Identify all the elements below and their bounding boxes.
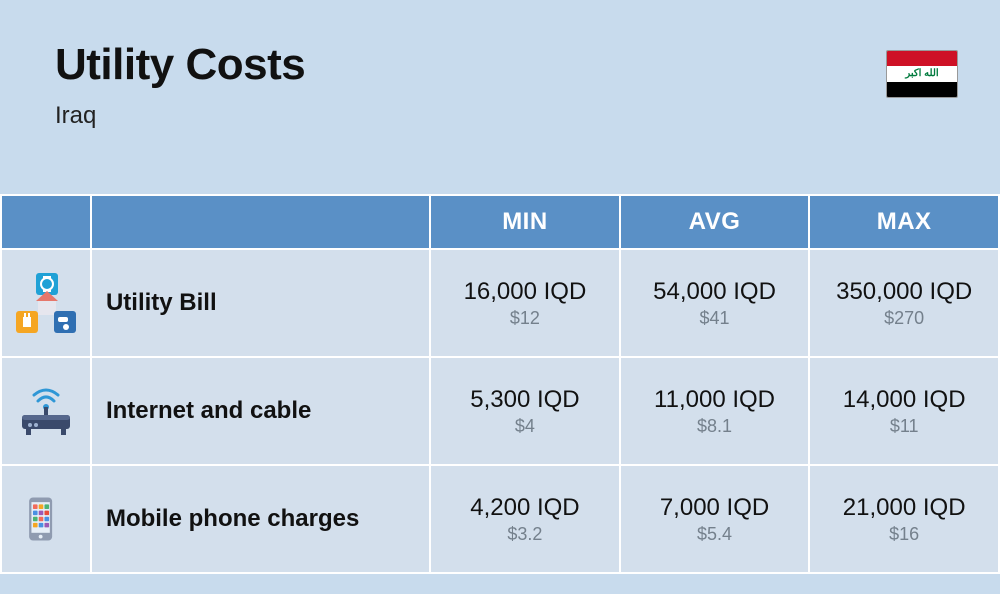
value-primary: 7,000 IQD: [621, 494, 809, 522]
row-label: Mobile phone charges: [91, 465, 430, 573]
cell-max: 350,000 IQD $270: [809, 249, 999, 357]
value-primary: 350,000 IQD: [810, 278, 998, 306]
value-secondary: $3.2: [431, 524, 619, 545]
iraq-flag-icon: الله اكبر: [886, 50, 958, 98]
row-label: Utility Bill: [91, 249, 430, 357]
value-secondary: $5.4: [621, 524, 809, 545]
value-secondary: $41: [621, 308, 809, 329]
cell-avg: 11,000 IQD $8.1: [620, 357, 810, 465]
page-subtitle: Iraq: [55, 102, 945, 130]
phone-icon: [16, 489, 76, 549]
value-secondary: $16: [810, 524, 998, 545]
value-secondary: $270: [810, 308, 998, 329]
table-row: Internet and cable 5,300 IQD $4 11,000 I…: [1, 357, 999, 465]
cell-max: 21,000 IQD $16: [809, 465, 999, 573]
cell-max: 14,000 IQD $11: [809, 357, 999, 465]
col-header-max: MAX: [809, 195, 999, 249]
value-primary: 4,200 IQD: [431, 494, 619, 522]
cell-min: 4,200 IQD $3.2: [430, 465, 620, 573]
flag-emblem-text: الله اكبر: [905, 68, 938, 79]
page-title: Utility Costs: [55, 40, 945, 90]
costs-table: MIN AVG MAX: [0, 194, 1000, 574]
value-secondary: $12: [431, 308, 619, 329]
table-row: Utility Bill 16,000 IQD $12 54,000 IQD $…: [1, 249, 999, 357]
col-header-label: [91, 195, 430, 249]
utility-icon: [16, 273, 76, 333]
cell-min: 16,000 IQD $12: [430, 249, 620, 357]
row-icon-cell: [1, 465, 91, 573]
col-header-icon: [1, 195, 91, 249]
value-secondary: $11: [810, 416, 998, 437]
value-primary: 21,000 IQD: [810, 494, 998, 522]
value-secondary: $4: [431, 416, 619, 437]
cell-avg: 7,000 IQD $5.4: [620, 465, 810, 573]
col-header-avg: AVG: [620, 195, 810, 249]
value-secondary: $8.1: [621, 416, 809, 437]
row-icon-cell: [1, 249, 91, 357]
value-primary: 14,000 IQD: [810, 386, 998, 414]
header: Utility Costs Iraq الله اكبر: [0, 0, 1000, 130]
cell-min: 5,300 IQD $4: [430, 357, 620, 465]
table-header-row: MIN AVG MAX: [1, 195, 999, 249]
row-label: Internet and cable: [91, 357, 430, 465]
router-icon: [16, 381, 76, 441]
value-primary: 5,300 IQD: [431, 386, 619, 414]
table-row: Mobile phone charges 4,200 IQD $3.2 7,00…: [1, 465, 999, 573]
value-primary: 11,000 IQD: [621, 386, 809, 414]
row-icon-cell: [1, 357, 91, 465]
value-primary: 16,000 IQD: [431, 278, 619, 306]
cell-avg: 54,000 IQD $41: [620, 249, 810, 357]
value-primary: 54,000 IQD: [621, 278, 809, 306]
col-header-min: MIN: [430, 195, 620, 249]
